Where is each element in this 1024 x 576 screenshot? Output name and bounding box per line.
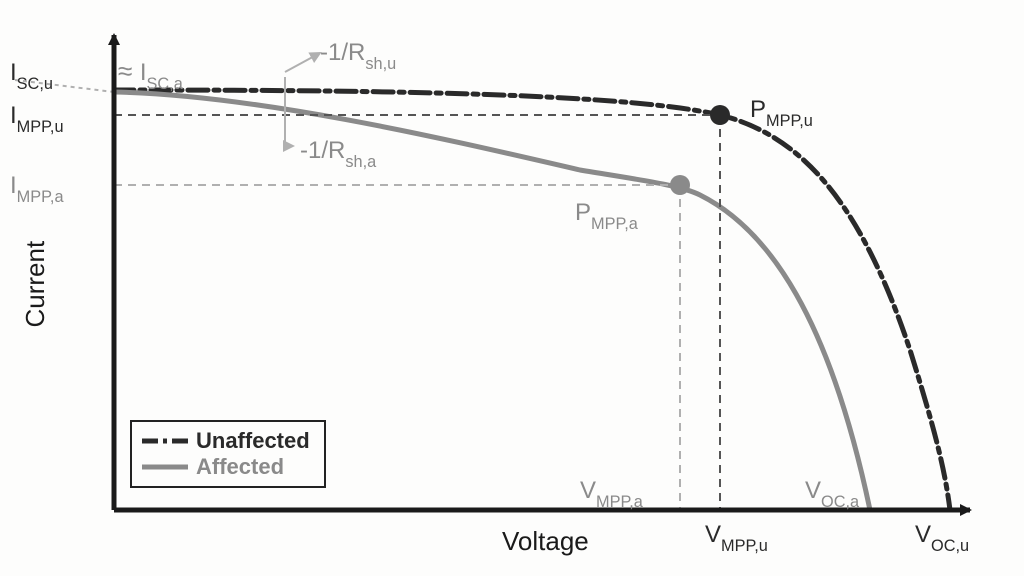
legend-item: Unaffected [142, 428, 310, 454]
legend: UnaffectedAffected [130, 420, 326, 488]
iv-curve-chart: PMPP,uPMPP,aISC,u ≈ ISC,aIMPP,uIMPP,aVMP… [0, 0, 1024, 576]
point-pmpp-a [670, 175, 690, 195]
legend-item: Affected [142, 454, 310, 480]
legend-label: Affected [196, 454, 284, 480]
y-axis-label: Current [20, 240, 50, 327]
x-axis-label: Voltage [502, 526, 589, 556]
point-pmpp-u [710, 105, 730, 125]
legend-label: Unaffected [196, 428, 310, 454]
